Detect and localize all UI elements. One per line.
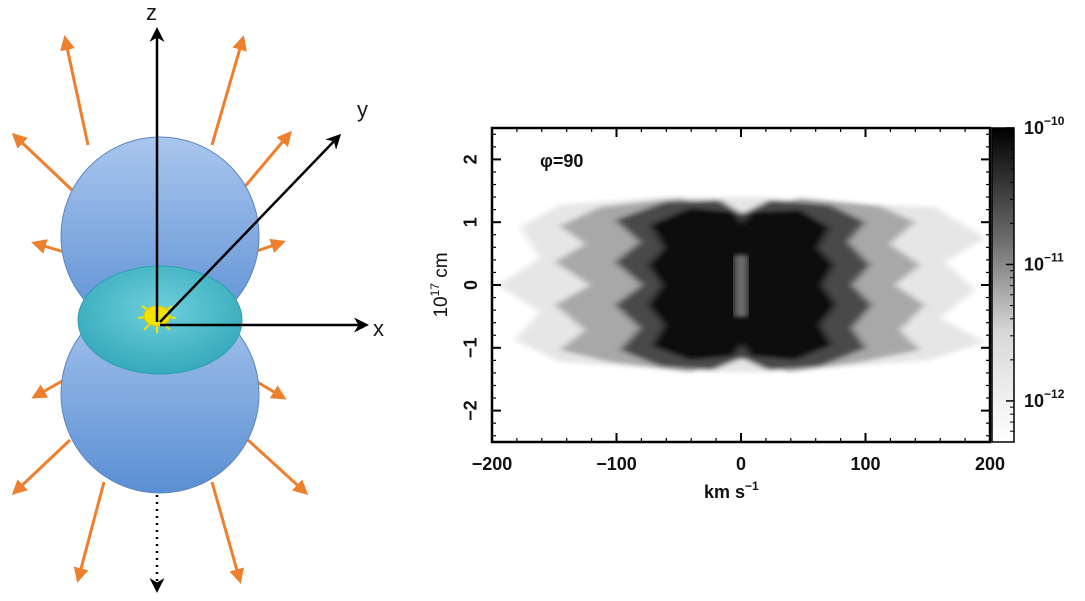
outflow-arrow <box>253 378 287 400</box>
y-axis <box>159 133 342 323</box>
y-axis-title: 1017 cm <box>428 252 452 317</box>
coordinate-axes <box>149 27 369 593</box>
y-axis-label: y <box>357 97 368 122</box>
colorbar-gradient <box>992 128 1014 442</box>
phi-annotation: φ=90 <box>540 151 583 171</box>
y-tick-label: 1 <box>461 217 481 227</box>
x-axis-label: x <box>373 316 384 341</box>
outflow-arrow <box>31 239 65 254</box>
x-tick-label: 0 <box>736 454 746 474</box>
bipolar-outflow-schematic: z y x <box>11 0 384 593</box>
x-tick-label: 200 <box>975 454 1005 474</box>
y-tick-label: −1 <box>461 338 481 359</box>
x-axis-title: km s−1 <box>704 479 759 502</box>
z-axis-label: z <box>146 0 157 25</box>
x-tick-label: −200 <box>472 454 513 474</box>
outflow-arrow <box>73 481 106 583</box>
colorbar-tick-label: 10−11 <box>1024 250 1064 274</box>
colorbar-ticks: 10−10 10−11 10−12 <box>1006 114 1065 443</box>
central-gap <box>734 255 748 317</box>
position-velocity-plot: −200 −100 0 100 200 −2 −1 0 1 2 φ=90 km s−1 1017… <box>428 114 1065 502</box>
outflow-arrow <box>210 35 247 146</box>
x-ticks: −200 −100 0 100 200 <box>472 128 1005 474</box>
outflow-arrow <box>60 35 90 146</box>
outflow-arrows <box>11 35 309 584</box>
y-tick-label: 0 <box>461 280 481 290</box>
outflow-arrow <box>253 238 286 254</box>
emission-map <box>498 197 985 372</box>
outflow-arrow <box>31 378 65 399</box>
outflow-arrow <box>11 438 72 496</box>
colorbar-tick-label: 10−10 <box>1024 114 1065 138</box>
y-tick-label: 2 <box>461 154 481 164</box>
colorbar: 10−10 10−11 10−12 <box>991 114 1065 443</box>
y-ticks: −2 −1 0 1 2 <box>461 133 990 437</box>
outflow-arrow <box>246 438 309 496</box>
outflow-arrow <box>240 130 292 191</box>
x-tick-label: −100 <box>596 454 637 474</box>
colorbar-frame <box>991 127 1015 443</box>
outflow-arrow <box>210 481 244 584</box>
x-tick-label: 100 <box>850 454 880 474</box>
y-tick-label: −2 <box>461 400 481 421</box>
outflow-arrow <box>11 132 74 192</box>
colorbar-tick-label: 10−12 <box>1024 387 1065 411</box>
